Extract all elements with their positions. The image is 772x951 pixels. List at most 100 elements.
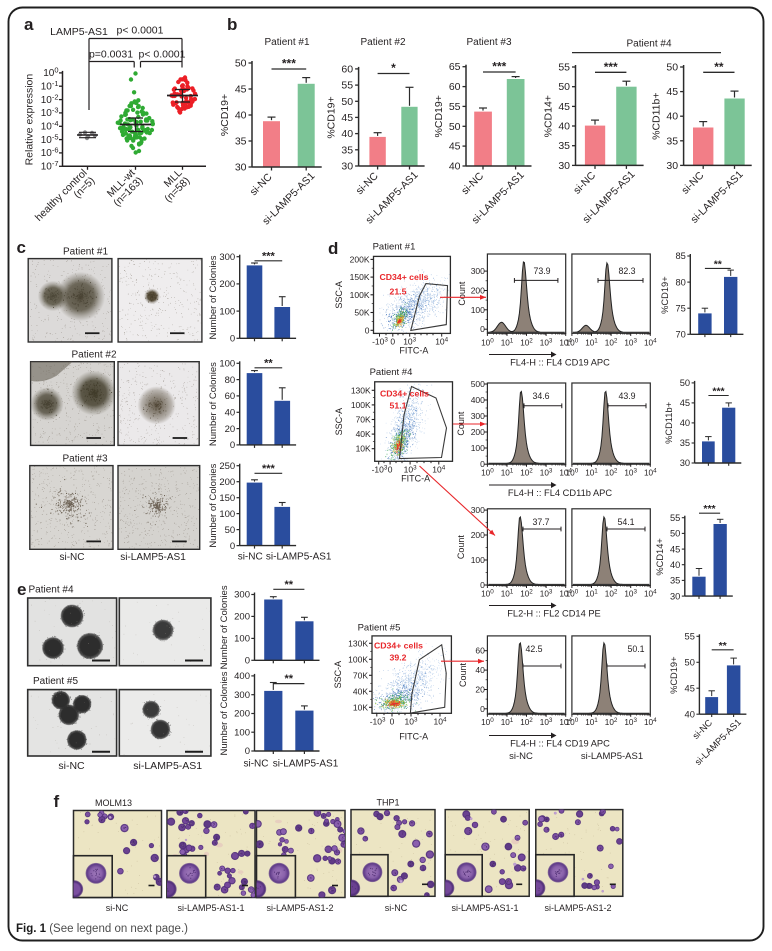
svg-text:**: ** — [714, 258, 723, 270]
svg-text:400: 400 — [234, 671, 250, 682]
svg-text:si-LAMP5-AS1-1: si-LAMP5-AS1-1 — [177, 903, 244, 913]
svg-text:102: 102 — [520, 468, 533, 478]
svg-text:100: 100 — [481, 468, 494, 478]
svg-text:75: 75 — [675, 303, 685, 313]
svg-text:100K: 100K — [348, 654, 368, 664]
svg-text:102: 102 — [605, 589, 618, 599]
svg-text:**: ** — [285, 673, 294, 685]
svg-text:60: 60 — [225, 391, 236, 402]
svg-text:Patient #5: Patient #5 — [33, 676, 78, 687]
svg-text:FL4-H :: FL4 CD19 APC: FL4-H :: FL4 CD19 APC — [510, 739, 610, 749]
svg-text:si-NC: si-NC — [58, 760, 85, 772]
svg-text:30: 30 — [666, 160, 678, 172]
svg-text:40K: 40K — [353, 686, 368, 696]
svg-text:100: 100 — [219, 359, 235, 370]
svg-text:SSC-A: SSC-A — [333, 661, 343, 689]
svg-text:0: 0 — [390, 337, 395, 347]
svg-text:300: 300 — [471, 411, 485, 421]
svg-text:42.5: 42.5 — [525, 644, 542, 654]
svg-text:0: 0 — [480, 704, 485, 714]
svg-text:100: 100 — [566, 338, 579, 348]
svg-text:55: 55 — [449, 101, 461, 113]
svg-text:51.1: 51.1 — [390, 401, 407, 411]
svg-text:f: f — [54, 792, 60, 811]
svg-text:0: 0 — [390, 717, 395, 727]
svg-text:104: 104 — [432, 465, 445, 475]
svg-text:20: 20 — [475, 685, 485, 695]
svg-text:b: b — [227, 15, 237, 34]
svg-text:200: 200 — [234, 612, 250, 623]
svg-text:si-LAMP5-AS1: si-LAMP5-AS1 — [581, 751, 643, 762]
svg-text:102: 102 — [520, 338, 533, 348]
svg-text:40: 40 — [670, 560, 680, 570]
svg-text:150: 150 — [219, 493, 235, 504]
svg-text:104: 104 — [644, 717, 657, 727]
svg-text:si-LAMP5-AS1: si-LAMP5-AS1 — [266, 552, 332, 563]
svg-text:103: 103 — [540, 338, 553, 348]
svg-text:43.9: 43.9 — [618, 391, 635, 401]
svg-text:35: 35 — [670, 576, 680, 586]
svg-text:103: 103 — [624, 338, 637, 348]
svg-text:104: 104 — [435, 337, 448, 347]
svg-text:37.7: 37.7 — [532, 517, 549, 527]
svg-text:100: 100 — [471, 305, 485, 315]
svg-text:si-NC: si-NC — [244, 759, 269, 770]
svg-text:a: a — [24, 15, 34, 34]
svg-text:30: 30 — [680, 458, 690, 468]
svg-text:%CD19+: %CD19+ — [669, 656, 679, 693]
svg-text:104: 104 — [644, 468, 657, 478]
svg-text:70K: 70K — [353, 670, 368, 680]
svg-text:Patient #4: Patient #4 — [370, 367, 413, 378]
svg-text:130K: 130K — [351, 385, 371, 395]
svg-text:45: 45 — [558, 101, 570, 113]
svg-text:%CD11b+: %CD11b+ — [651, 93, 663, 140]
svg-text:Patient #1: Patient #1 — [264, 37, 309, 48]
svg-text:***: *** — [492, 60, 506, 74]
svg-text:200: 200 — [219, 477, 235, 488]
svg-text:100K: 100K — [350, 290, 370, 300]
svg-text:Patient #4: Patient #4 — [626, 39, 671, 50]
svg-text:34.6: 34.6 — [532, 391, 549, 401]
svg-text:THP1: THP1 — [377, 798, 400, 808]
svg-text:-103: -103 — [372, 337, 388, 347]
svg-text:300: 300 — [234, 690, 250, 701]
svg-text:100: 100 — [481, 338, 494, 348]
svg-text:70: 70 — [675, 330, 685, 340]
svg-text:0: 0 — [230, 541, 235, 552]
svg-text:100: 100 — [471, 555, 485, 565]
svg-text:Count: Count — [456, 411, 466, 436]
svg-text:CD34+ cells: CD34+ cells — [379, 272, 428, 282]
svg-text:104: 104 — [644, 338, 657, 348]
svg-text:Number of Colonies: Number of Colonies — [208, 463, 219, 547]
svg-text:Number of Colonies: Number of Colonies — [208, 255, 219, 339]
svg-text:40: 40 — [449, 161, 461, 173]
svg-text:30: 30 — [341, 161, 353, 173]
svg-text:-103: -103 — [372, 465, 388, 475]
svg-text:200: 200 — [234, 709, 250, 720]
svg-text:54.1: 54.1 — [617, 517, 634, 527]
svg-text:FITC-A: FITC-A — [401, 474, 430, 484]
svg-text:50: 50 — [558, 81, 570, 93]
svg-text:40: 40 — [666, 111, 678, 123]
svg-text:130K: 130K — [348, 638, 368, 648]
svg-text:0: 0 — [480, 459, 485, 469]
svg-text:50: 50 — [225, 525, 236, 536]
svg-text:35: 35 — [680, 438, 690, 448]
svg-text:50: 50 — [235, 58, 247, 70]
svg-text:100: 100 — [234, 634, 250, 645]
svg-text:50: 50 — [341, 96, 353, 108]
svg-text:45: 45 — [685, 683, 695, 693]
svg-text:0: 0 — [388, 465, 393, 475]
svg-text:0: 0 — [230, 334, 235, 345]
svg-text:20: 20 — [225, 424, 236, 435]
svg-text:**: ** — [264, 357, 273, 369]
svg-text:0: 0 — [230, 440, 235, 451]
svg-text:%CD19+: %CD19+ — [326, 96, 338, 138]
svg-text:30: 30 — [235, 162, 247, 174]
svg-text:101: 101 — [585, 589, 598, 599]
svg-text:0: 0 — [480, 324, 485, 334]
svg-text:***: *** — [262, 250, 276, 262]
svg-text:%CD19+: %CD19+ — [433, 95, 445, 137]
svg-text:Patient #2: Patient #2 — [360, 37, 405, 48]
svg-text:10K: 10K — [353, 702, 368, 712]
